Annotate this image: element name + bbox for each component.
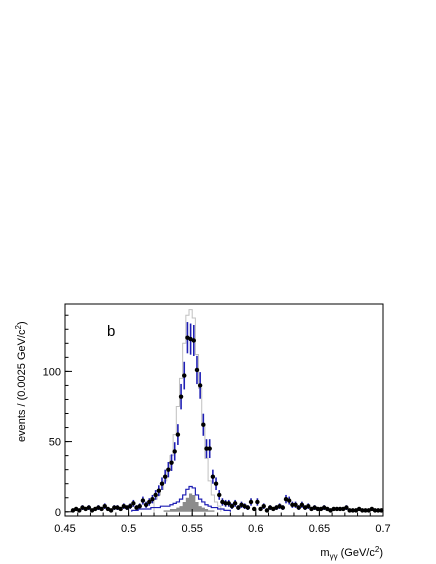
data-point bbox=[191, 338, 196, 343]
x-axis-title-close: ) bbox=[379, 547, 383, 559]
data-point bbox=[264, 508, 270, 513]
data-point bbox=[261, 503, 266, 509]
data-point bbox=[194, 367, 200, 373]
data-point bbox=[363, 508, 368, 513]
x-axis: 0.45 0.5 0.55 0.6 0.65 0.7 bbox=[54, 509, 391, 535]
data-point bbox=[299, 502, 305, 507]
plot-area bbox=[64, 303, 384, 517]
data-point bbox=[255, 499, 260, 505]
data-point bbox=[236, 505, 241, 510]
data-point bbox=[140, 498, 146, 503]
data-point bbox=[248, 499, 254, 505]
data-point bbox=[204, 446, 209, 451]
x-tick-label-4: 0.65 bbox=[309, 523, 330, 535]
data-point bbox=[118, 506, 123, 512]
data-point bbox=[331, 506, 336, 512]
data-point bbox=[223, 501, 228, 506]
data-point bbox=[210, 474, 216, 479]
x-tick-label-2: 0.55 bbox=[181, 523, 202, 535]
y-axis-title: events / (0.0025 GeV/c2) bbox=[14, 321, 28, 442]
x-axis-title-sub: γγ bbox=[330, 552, 338, 561]
data-point bbox=[162, 474, 168, 479]
mc-total-histogram bbox=[153, 309, 222, 512]
data-point bbox=[102, 503, 107, 509]
data-point bbox=[169, 460, 174, 465]
background-fill-layer bbox=[163, 493, 215, 512]
y-axis-title-main: events / (0.0025 GeV/c bbox=[16, 329, 28, 442]
y-axis: 0 50 100 bbox=[43, 314, 72, 519]
x-tick-label-5: 0.7 bbox=[375, 523, 390, 535]
data-point bbox=[350, 508, 355, 513]
mc-total-layer bbox=[153, 309, 222, 512]
data-point bbox=[293, 502, 298, 507]
data-point bbox=[296, 505, 301, 510]
data-point bbox=[376, 508, 381, 513]
data-point bbox=[175, 432, 181, 437]
data-point bbox=[232, 501, 238, 506]
data-point bbox=[213, 481, 219, 486]
data-point bbox=[217, 492, 222, 498]
plot-frame bbox=[64, 303, 384, 517]
data-point bbox=[229, 503, 235, 509]
data-point bbox=[226, 501, 231, 506]
x-axis-title: mγγ (GeV/c2) bbox=[320, 545, 383, 561]
data-point bbox=[207, 446, 212, 451]
background-histogram bbox=[131, 485, 231, 512]
data-point bbox=[150, 496, 155, 502]
data-point bbox=[77, 508, 82, 513]
data-point bbox=[143, 502, 149, 507]
data-point bbox=[86, 505, 92, 510]
data-point bbox=[360, 508, 365, 513]
y-tick-label-1: 50 bbox=[49, 437, 61, 449]
data-point bbox=[337, 506, 343, 512]
data-point bbox=[137, 503, 142, 509]
background-filled-histogram bbox=[163, 493, 215, 512]
data-point bbox=[156, 488, 162, 493]
x-tick-label-3: 0.6 bbox=[248, 523, 263, 535]
background-layer bbox=[131, 485, 231, 512]
data-point bbox=[182, 373, 187, 378]
y-axis-title-sup: 2 bbox=[14, 324, 23, 329]
data-point bbox=[344, 505, 349, 510]
data-point bbox=[131, 501, 136, 506]
data-point bbox=[127, 503, 133, 509]
data-point bbox=[347, 508, 352, 513]
x-axis-title-main: m bbox=[320, 547, 329, 559]
data-point bbox=[166, 467, 171, 472]
x-tick-label-0: 0.45 bbox=[54, 523, 75, 535]
x-axis-title-unit: (GeV/c bbox=[338, 547, 376, 559]
data-point bbox=[172, 449, 177, 454]
data-point bbox=[201, 422, 206, 427]
x-tick-label-1: 0.5 bbox=[121, 523, 136, 535]
data-point bbox=[153, 492, 158, 498]
data-point bbox=[290, 502, 295, 507]
data-point bbox=[258, 506, 263, 512]
data-point bbox=[286, 498, 292, 503]
y-tick-label-2: 100 bbox=[43, 366, 61, 378]
data-point bbox=[280, 505, 286, 510]
y-axis-title-close: ) bbox=[16, 321, 28, 325]
data-point bbox=[306, 503, 311, 509]
x-axis-title-sup: 2 bbox=[375, 545, 380, 554]
data-point bbox=[112, 505, 117, 510]
panel-label: b bbox=[107, 323, 115, 340]
data-point bbox=[197, 383, 203, 388]
data-point bbox=[99, 506, 104, 512]
data-point bbox=[108, 508, 114, 513]
data-point bbox=[245, 505, 251, 510]
data-layer bbox=[70, 322, 384, 513]
data-point bbox=[147, 499, 152, 505]
y-tick-label-0: 0 bbox=[55, 507, 61, 519]
data-point bbox=[372, 508, 378, 513]
data-point bbox=[334, 506, 340, 512]
data-point bbox=[159, 481, 165, 486]
data-point bbox=[178, 394, 184, 399]
